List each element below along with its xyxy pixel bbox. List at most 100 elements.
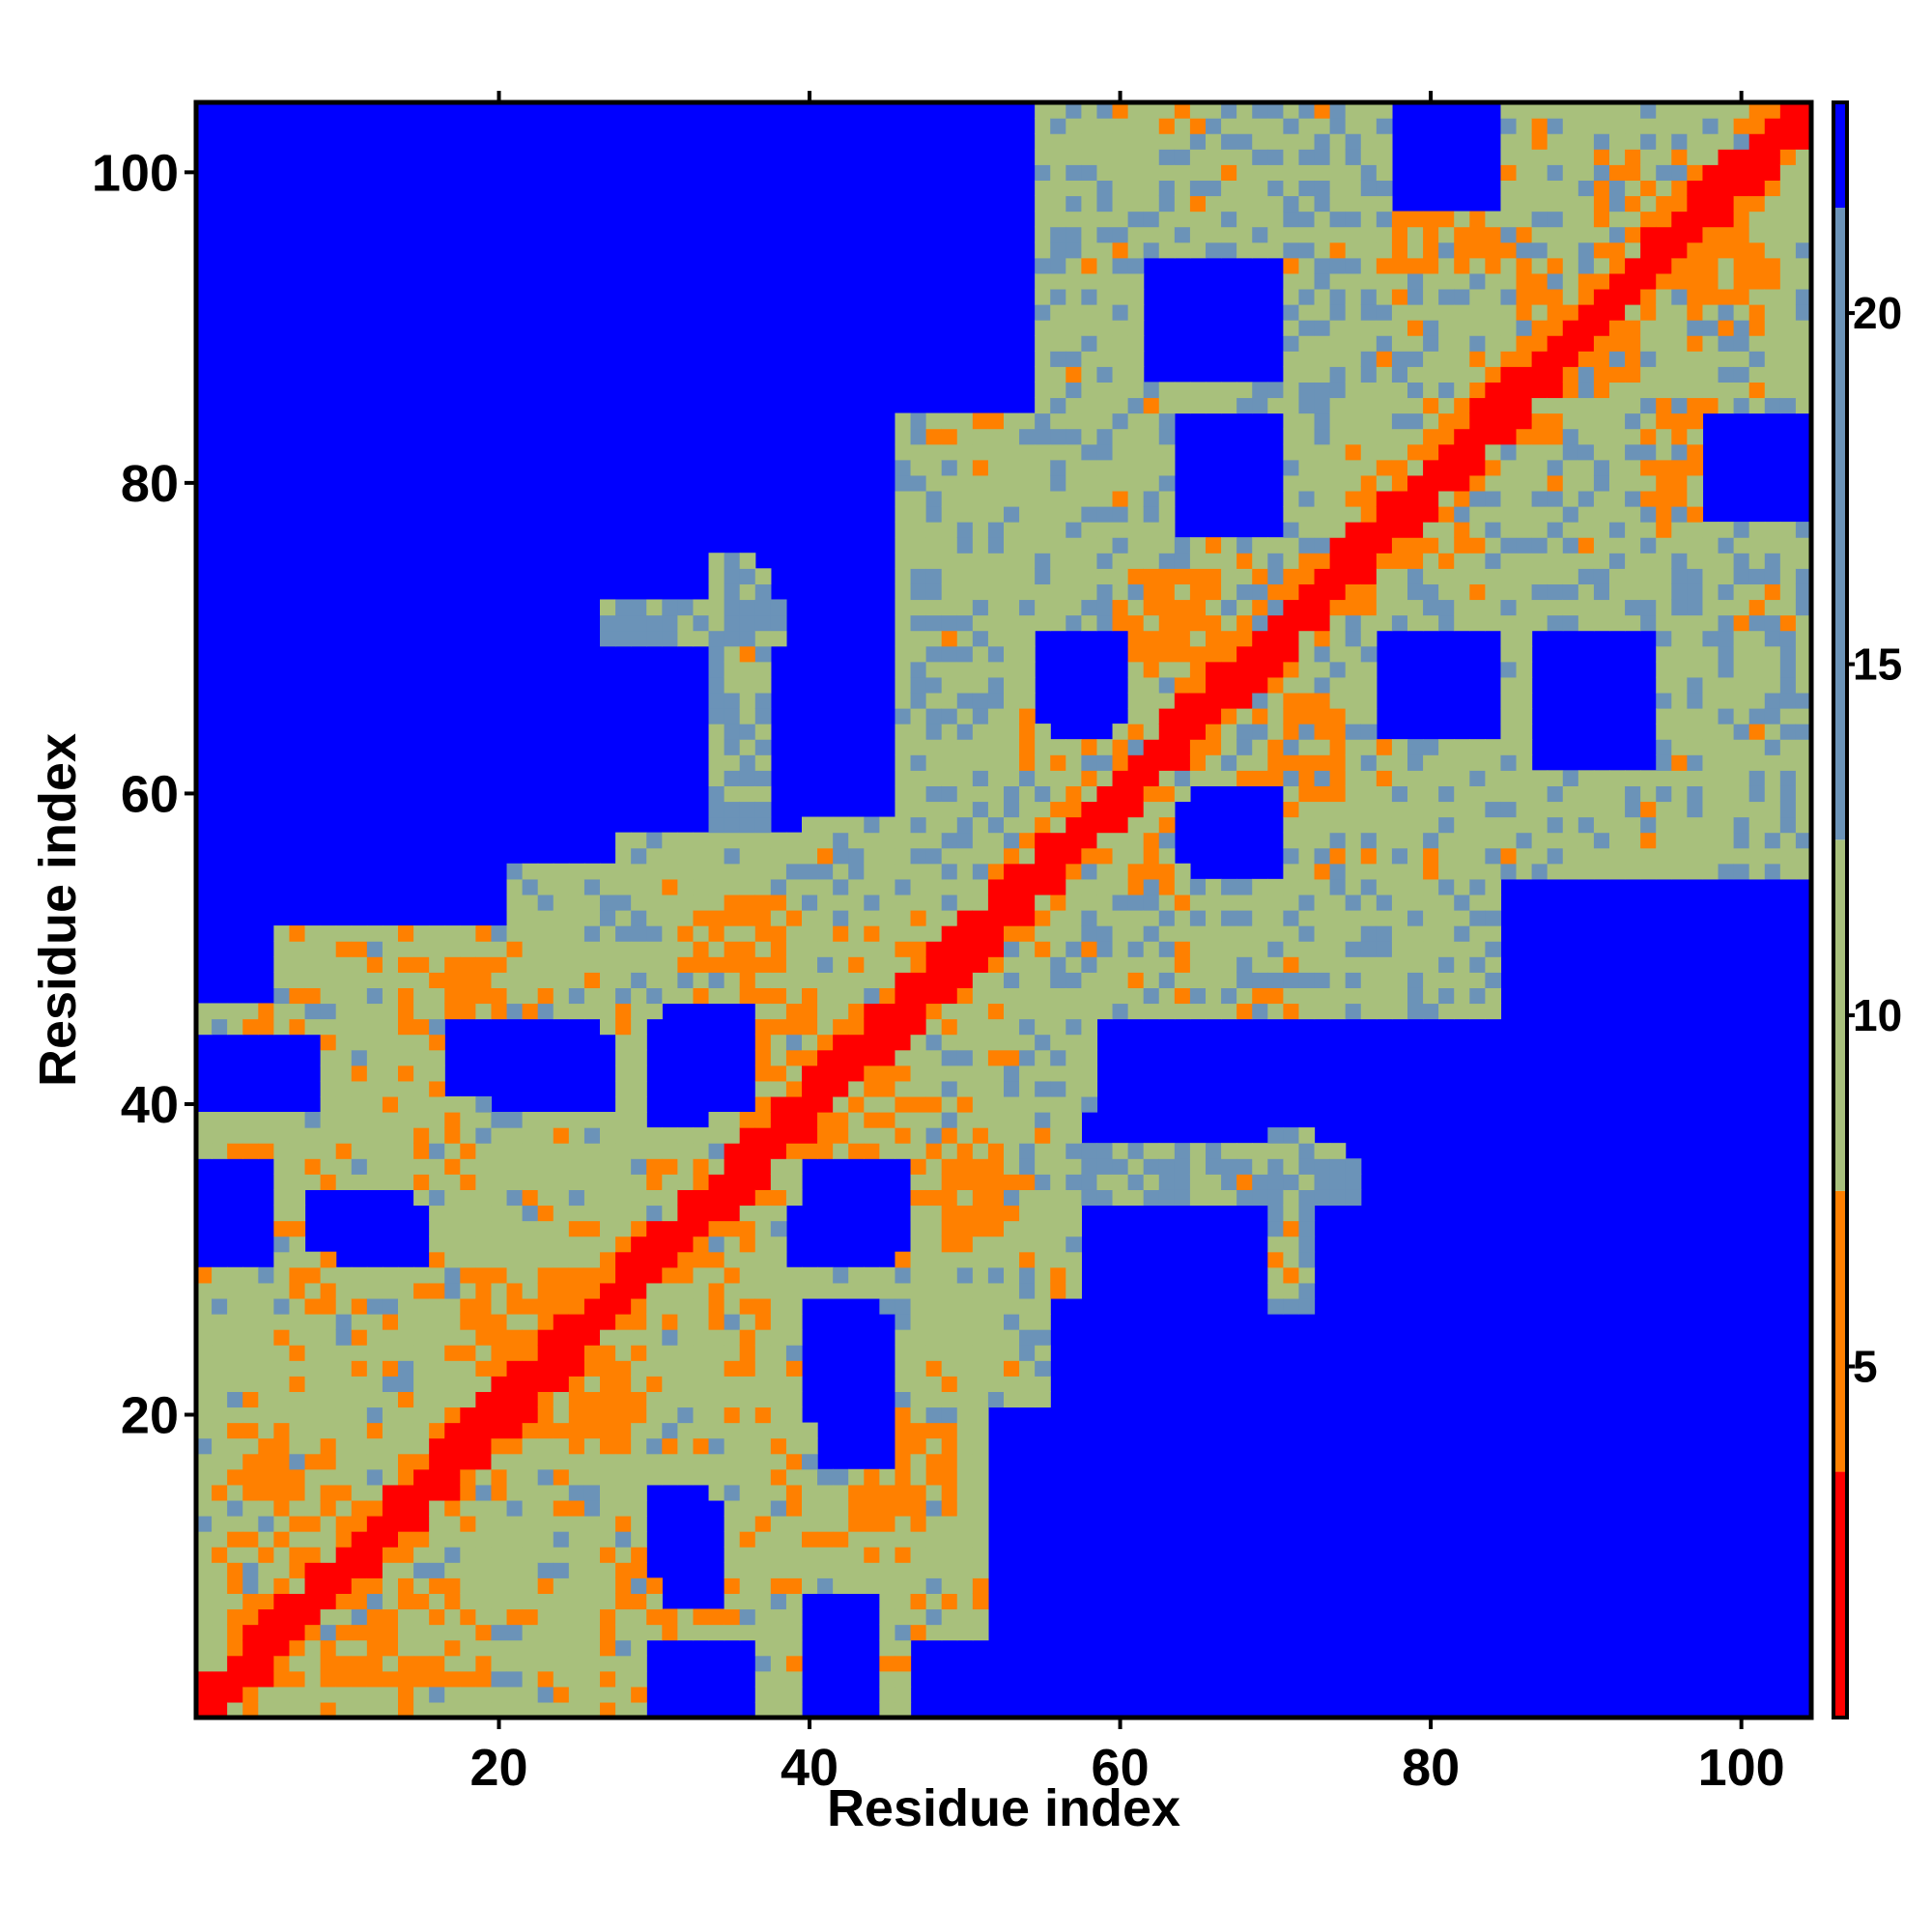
heatmap-cell <box>1438 443 1455 461</box>
heatmap-cell <box>258 1018 274 1036</box>
heatmap-cell <box>895 428 912 445</box>
heatmap-cell <box>351 1345 368 1361</box>
heatmap-cell <box>646 1360 663 1377</box>
heatmap-cell <box>1236 149 1253 165</box>
heatmap-cell <box>1671 832 1688 849</box>
heatmap-cell <box>708 770 725 786</box>
heatmap-cell <box>522 1562 539 1578</box>
heatmap-cell <box>537 1639 554 1657</box>
heatmap-cell <box>1004 708 1020 724</box>
heatmap-cell <box>1096 1189 1114 1207</box>
heatmap-cell <box>1019 770 1036 786</box>
heatmap-cell <box>1206 661 1222 678</box>
heatmap-cell <box>1407 382 1424 399</box>
heatmap-cell <box>522 1251 539 1268</box>
heatmap-cell <box>895 1391 912 1408</box>
heatmap-cell <box>1035 1282 1051 1299</box>
heatmap-cell <box>925 1608 943 1626</box>
heatmap-cell <box>289 1297 306 1315</box>
heatmap-cell <box>1158 149 1176 165</box>
heatmap-cell <box>910 972 927 988</box>
heatmap-cell <box>693 1314 710 1330</box>
heatmap-cell <box>770 1080 787 1097</box>
heatmap-cell <box>895 785 912 803</box>
heatmap-cell <box>1376 164 1393 181</box>
heatmap-cell <box>817 1282 834 1299</box>
heatmap-cell <box>196 1018 213 1036</box>
heatmap-cell <box>1174 708 1191 724</box>
heatmap-cell <box>987 832 1005 849</box>
heatmap-cell <box>1454 351 1470 367</box>
heatmap-cell <box>1454 412 1470 430</box>
heatmap-cell <box>1345 583 1362 601</box>
heatmap-cell <box>537 1593 554 1610</box>
heatmap-cell <box>972 1593 989 1610</box>
heatmap-cell <box>972 676 989 694</box>
heatmap-cell <box>1547 397 1564 414</box>
heatmap-cell <box>1516 692 1533 709</box>
heatmap-cell <box>1391 894 1408 911</box>
heatmap-cell <box>895 1577 912 1594</box>
heatmap-cell <box>956 1624 974 1641</box>
heatmap-cell <box>754 568 772 584</box>
heatmap-cell <box>724 1266 741 1284</box>
heatmap-cell <box>413 1577 430 1594</box>
heatmap-cell <box>1531 382 1548 399</box>
heatmap-cell <box>785 1095 803 1113</box>
heatmap-cell <box>568 956 585 973</box>
heatmap-cell <box>646 1189 663 1207</box>
heatmap-cell <box>941 1297 958 1315</box>
heatmap-cell <box>1143 537 1160 554</box>
heatmap-cell <box>1065 739 1082 755</box>
heatmap-cell <box>1096 816 1114 834</box>
heatmap-cell <box>1236 553 1253 569</box>
heatmap-cell <box>1112 910 1129 926</box>
heatmap-cell <box>693 1251 710 1268</box>
heatmap-cell <box>941 1205 958 1222</box>
heatmap-cell <box>1267 211 1284 228</box>
heatmap-cell <box>506 1174 524 1190</box>
heatmap-cell <box>1035 941 1051 957</box>
heatmap-cell <box>1391 739 1408 755</box>
heatmap-cell <box>941 1236 958 1253</box>
heatmap-cell <box>1004 1297 1020 1315</box>
heatmap-cell <box>491 987 508 1005</box>
heatmap-cell <box>398 1562 414 1578</box>
heatmap-cell <box>1516 288 1533 305</box>
heatmap-cell <box>460 1547 476 1563</box>
heatmap-cell <box>1702 149 1719 165</box>
heatmap-cell <box>1252 941 1268 957</box>
heatmap-cell <box>724 816 741 834</box>
heatmap-cell <box>956 1112 974 1128</box>
heatmap-cell <box>1360 226 1378 243</box>
heatmap-cell <box>212 1468 228 1486</box>
heatmap-cell <box>956 816 974 834</box>
heatmap-cell <box>972 956 989 973</box>
heatmap-cell <box>1236 925 1253 942</box>
heatmap-cell <box>802 1516 818 1532</box>
heatmap-cell <box>1609 180 1626 197</box>
heatmap-cell <box>1096 257 1114 274</box>
heatmap-cell <box>1035 1251 1051 1268</box>
heatmap-cell <box>1143 226 1160 243</box>
heatmap-cell <box>304 1531 322 1548</box>
heatmap-cell <box>1360 320 1378 336</box>
heatmap-cell <box>615 1484 632 1501</box>
heatmap-cell <box>1485 910 1502 926</box>
heatmap-cell <box>972 1422 989 1439</box>
heatmap-cell <box>1656 522 1672 538</box>
heatmap-cell <box>522 1453 539 1470</box>
heatmap-cell <box>304 1484 322 1501</box>
heatmap-cell <box>1206 180 1222 197</box>
heatmap-cell <box>1469 1003 1486 1020</box>
heatmap-cell <box>242 1499 259 1517</box>
heatmap-cell <box>724 1143 741 1159</box>
heatmap-cell <box>910 1329 927 1346</box>
heatmap-cell <box>242 1516 259 1532</box>
heatmap-cell <box>1252 118 1268 134</box>
heatmap-cell <box>1252 987 1268 1005</box>
heatmap-cell <box>1035 1174 1051 1190</box>
heatmap-cell <box>1687 242 1704 259</box>
heatmap-cell <box>1640 863 1657 880</box>
heatmap-cell <box>895 972 912 988</box>
